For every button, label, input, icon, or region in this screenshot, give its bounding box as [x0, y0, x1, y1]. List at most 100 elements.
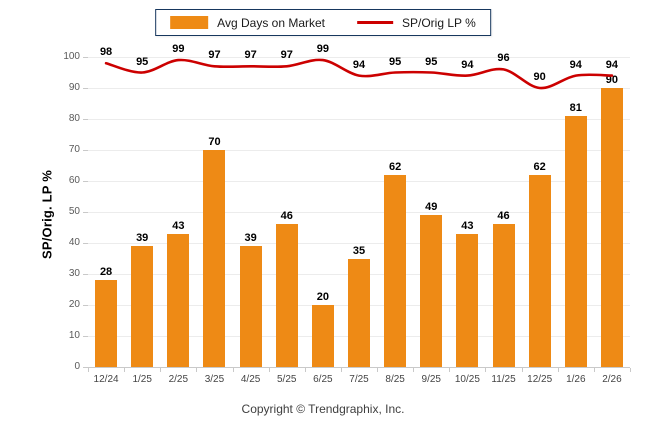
bar-value-label: 90: [605, 74, 619, 86]
x-tick-label: 7/25: [349, 374, 369, 385]
bar: [275, 224, 298, 367]
x-tick-mark: [413, 368, 415, 372]
bar: [131, 246, 154, 367]
legend-bar-label: Avg Days on Market: [217, 15, 326, 30]
x-tick-label: 10/25: [454, 374, 480, 385]
x-tick-label: 11/25: [491, 374, 516, 385]
bar-value-label: 62: [533, 160, 546, 173]
bar: [600, 88, 623, 367]
line-value-label: 95: [136, 55, 149, 68]
bar-value-label: 43: [461, 219, 474, 232]
x-tick-label: 12/24: [93, 374, 119, 385]
x-tick-label: 2/26: [602, 374, 622, 385]
bar-value-label: 81: [569, 101, 582, 114]
x-tick-mark: [630, 368, 631, 372]
x-tick-mark: [88, 368, 89, 372]
line-value-label: 99: [316, 43, 329, 56]
line-value-label: 95: [425, 55, 438, 68]
x-tick-label: 1/26: [566, 374, 586, 385]
bar-value-label: 20: [316, 291, 329, 303]
x-tick-mark: [160, 368, 162, 372]
line-value-label: 96: [497, 52, 510, 65]
gridline: [88, 57, 630, 58]
line-value-label: 90: [533, 71, 546, 83]
legend: Avg Days on Market SP/Orig LP %: [155, 9, 491, 36]
bar: [203, 150, 226, 367]
gridline: [88, 150, 630, 151]
y-tick-mark: [83, 367, 88, 368]
y-tick-mark: [83, 181, 88, 182]
bar-value-label: 28: [99, 266, 113, 279]
x-tick-label: 8/25: [385, 374, 405, 385]
bar-value-label: 43: [172, 219, 185, 232]
x-tick-label: 5/25: [276, 374, 297, 385]
copyright-text: Copyright © Trendgraphix, Inc.: [241, 402, 405, 416]
x-tick-label: 3/25: [204, 374, 225, 385]
y-tick-mark: [83, 305, 88, 306]
y-tick-mark: [83, 243, 88, 244]
x-tick-mark: [340, 368, 342, 372]
bar-value-label: 46: [280, 210, 293, 223]
line-value-label: 94: [461, 58, 474, 71]
y-tick-label: 60: [68, 175, 80, 186]
line-value-label: 94: [569, 58, 582, 71]
line-value-label: 95: [389, 55, 402, 68]
bar: [167, 233, 190, 367]
y-tick-label: 50: [68, 206, 80, 217]
y-tick-mark: [83, 212, 88, 213]
gridline: [88, 181, 630, 182]
line-value-label: 99: [172, 43, 185, 56]
bar-value-label: 49: [425, 201, 438, 214]
y-tick-label: 70: [68, 144, 80, 155]
line-value-label: 94: [352, 58, 366, 71]
x-tick-mark: [557, 368, 559, 372]
bar-value-label: 46: [497, 210, 510, 223]
x-tick-label: 2/25: [168, 374, 189, 385]
line-series-swatch: [357, 21, 394, 24]
x-tick-label: 1/25: [132, 374, 152, 385]
x-tick-mark: [521, 368, 523, 372]
bar-value-label: 39: [136, 232, 149, 245]
bar-series-swatch: [170, 16, 209, 29]
y-tick-label: 100: [63, 51, 80, 62]
bar-value-label: 70: [208, 136, 221, 148]
bar: [239, 246, 262, 367]
y-tick-label: 40: [68, 237, 80, 248]
y-tick-label: 30: [68, 268, 80, 279]
x-tick-mark: [593, 368, 595, 372]
bar: [311, 305, 334, 367]
bar: [528, 174, 551, 367]
legend-line-label: SP/Orig LP %: [402, 15, 476, 30]
y-tick-label: 10: [68, 330, 80, 341]
x-tick-mark: [268, 368, 270, 372]
gridline: [88, 367, 630, 368]
x-tick-label: 9/25: [421, 374, 441, 385]
y-tick-label: 0: [74, 361, 80, 372]
x-tick-mark: [304, 368, 306, 372]
x-tick-mark: [124, 368, 126, 372]
bar: [348, 258, 370, 367]
x-tick-label: 6/25: [313, 374, 333, 385]
bar-value-label: 39: [244, 232, 257, 245]
bar-value-label: 62: [389, 160, 402, 173]
bar: [492, 224, 515, 367]
y-tick-mark: [83, 336, 88, 337]
y-tick-mark: [83, 57, 88, 58]
y-tick-label: 80: [68, 113, 80, 124]
gridline: [88, 212, 630, 213]
y-tick-label: 90: [68, 82, 80, 93]
bar: [95, 280, 118, 367]
bar: [456, 233, 479, 367]
y-tick-mark: [83, 88, 88, 89]
bar: [384, 174, 407, 367]
line-value-label: 98: [99, 46, 113, 59]
line-value-label: 97: [244, 49, 257, 62]
x-tick-mark: [449, 368, 451, 372]
line-value-label: 97: [208, 49, 221, 62]
bar-value-label: 35: [352, 244, 366, 257]
x-tick-mark: [377, 368, 379, 372]
gridline: [88, 119, 630, 120]
y-tick-mark: [83, 119, 88, 120]
